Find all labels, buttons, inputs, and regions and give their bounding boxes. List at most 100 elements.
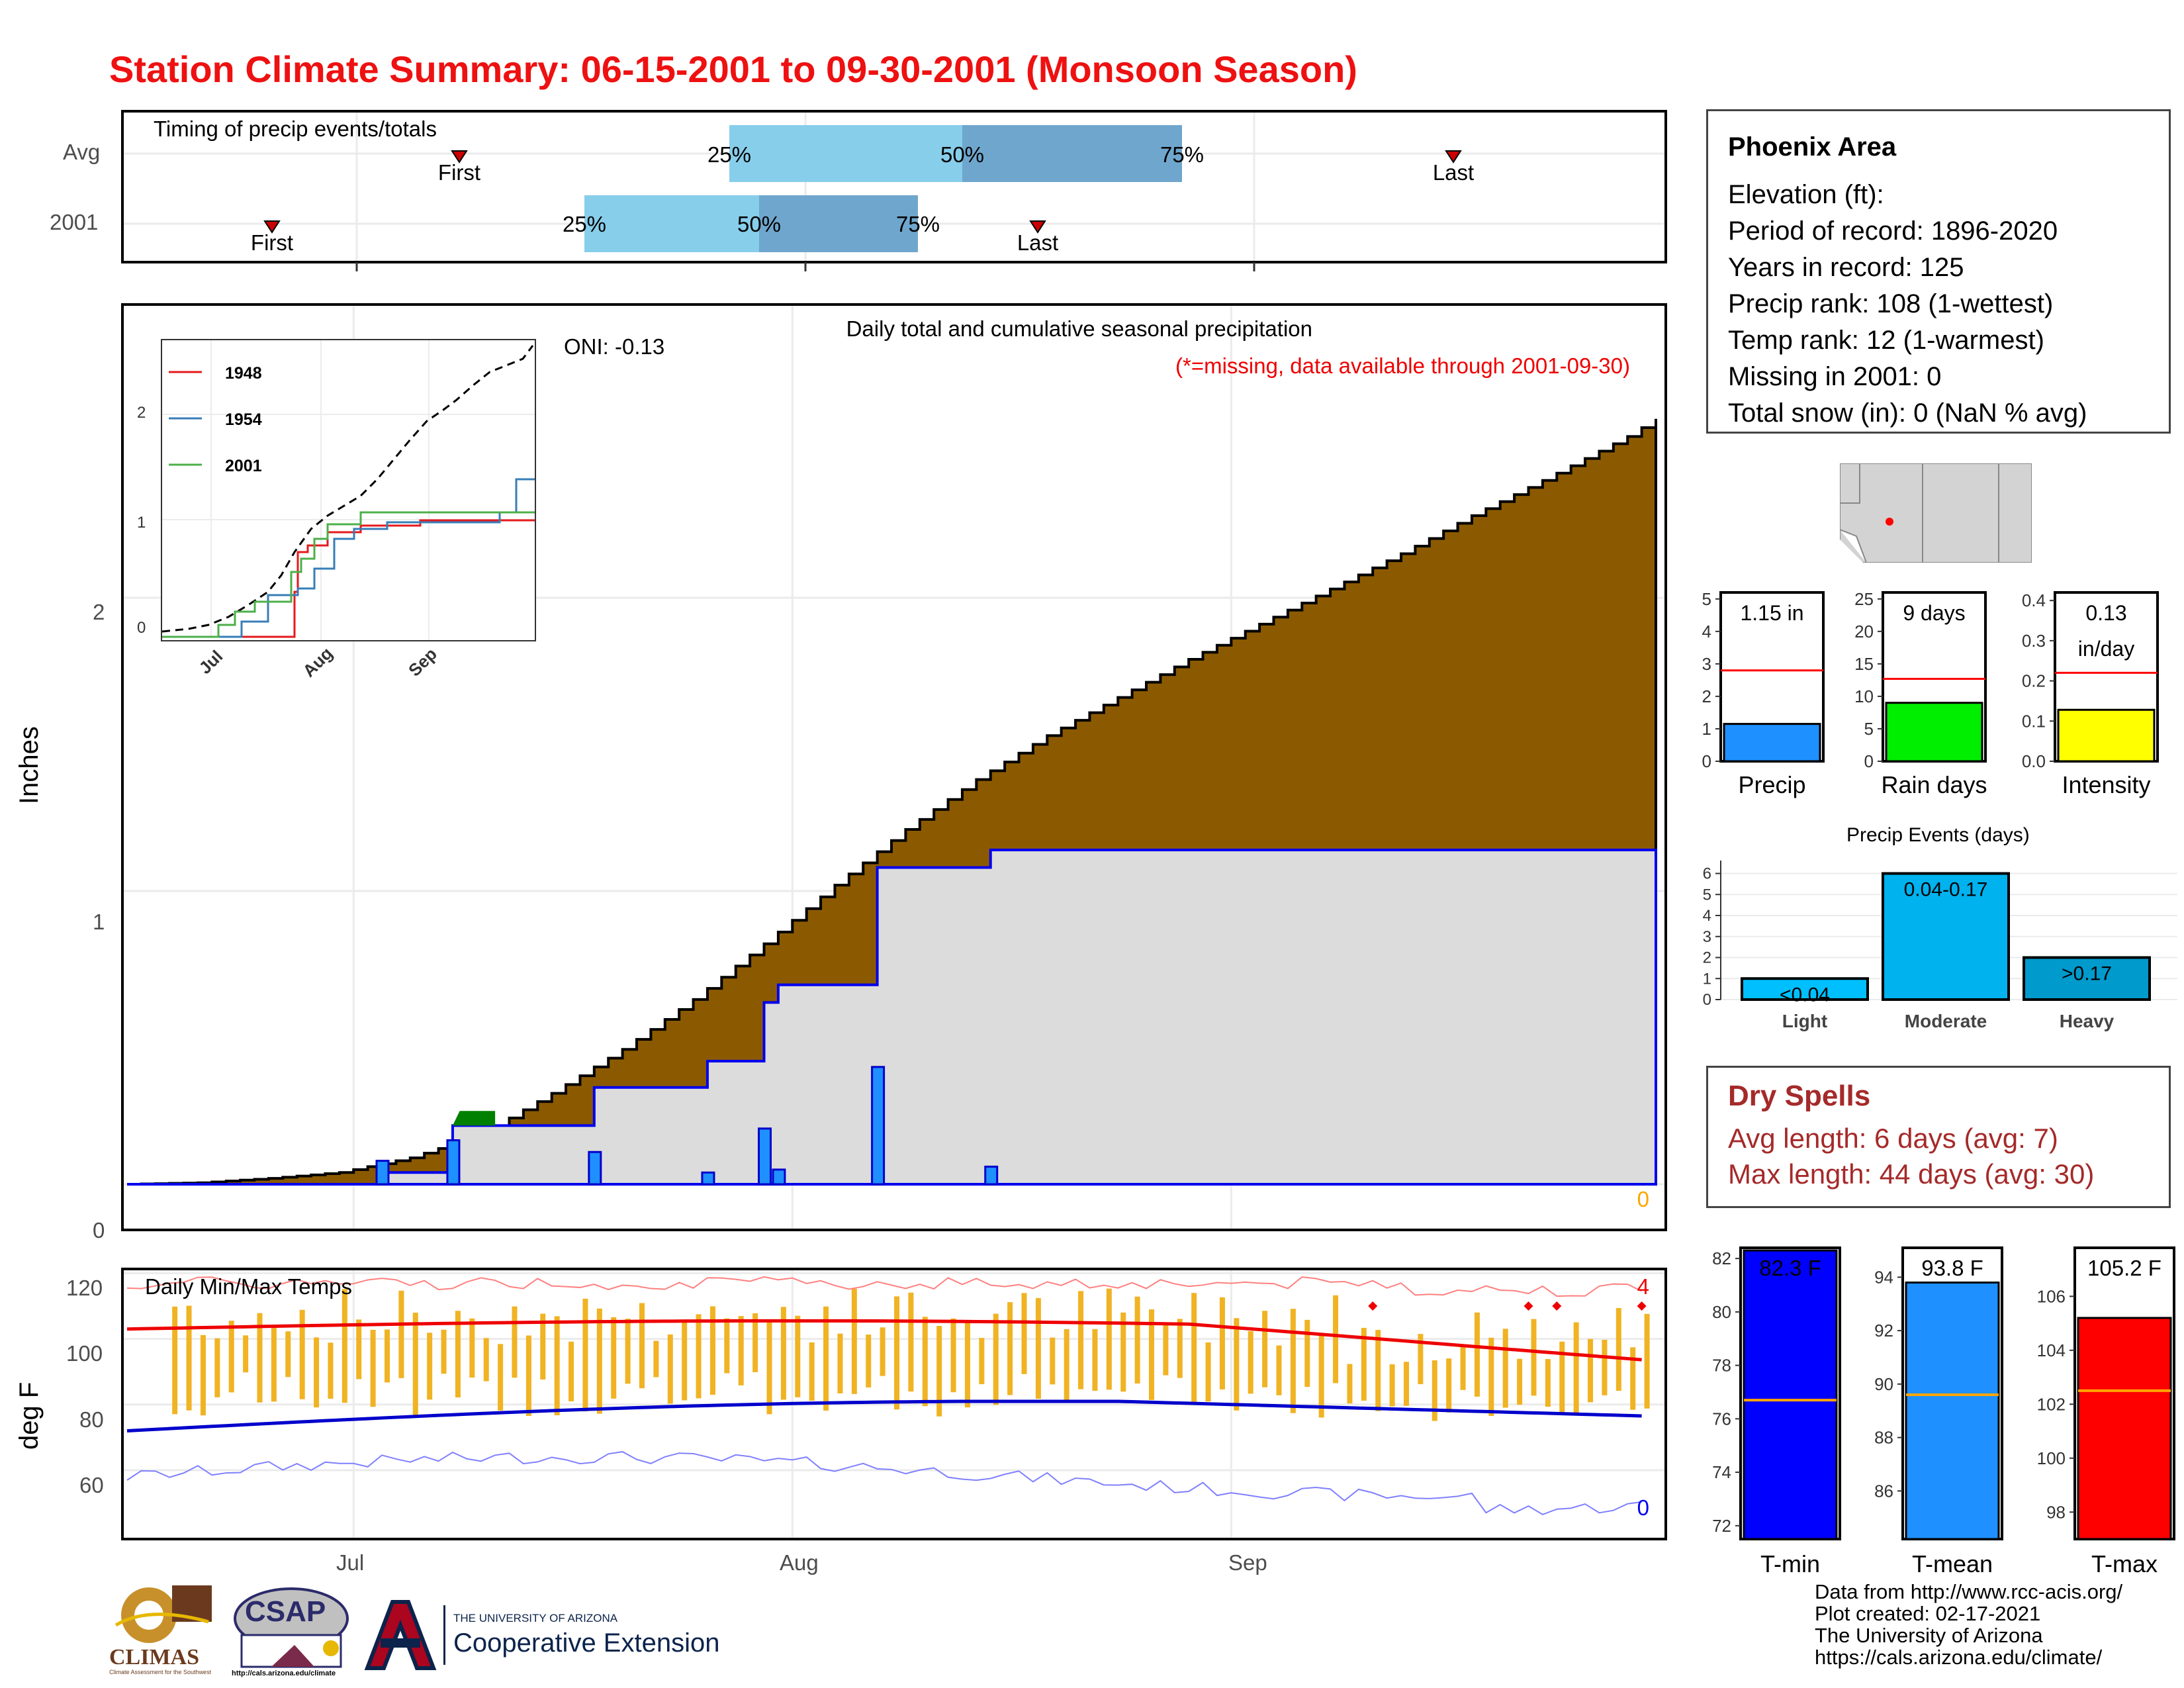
dry-spells-box: Dry Spells Avg length: 6 days (avg: 7) M… — [1706, 1066, 2171, 1208]
temp-range-bar — [1615, 1308, 1621, 1391]
temp-range-bar — [228, 1321, 234, 1393]
temp-range-bar — [1219, 1297, 1225, 1389]
precip-events-title: Precip Events (days) — [1846, 824, 2030, 846]
temp-range-bar — [525, 1335, 531, 1417]
xtick-aug: Aug — [780, 1550, 819, 1575]
events-ytick: 1 — [1703, 970, 1711, 988]
inset-ytick-0: 0 — [137, 619, 146, 637]
temp-bar-tick: 76 — [1712, 1409, 1731, 1429]
temps-panel-label: Daily Min/Max Temps — [145, 1274, 352, 1299]
average-low-line — [126, 1399, 1642, 1432]
temp-bar-tick: 80 — [1712, 1302, 1731, 1322]
temp-range-bar — [1460, 1346, 1466, 1390]
station-missing: Missing in 2001: 0 — [1728, 362, 1942, 391]
mini-bar-label: Rain days — [1881, 771, 1987, 798]
temp-range-bar — [866, 1335, 872, 1387]
mini-bar-value-text: 9 days — [1903, 601, 1965, 625]
temp-range-bar — [385, 1329, 390, 1383]
temp-range-bar — [1502, 1329, 1508, 1408]
events-ytick: 2 — [1703, 949, 1711, 967]
mini-bar-label: Intensity — [2062, 771, 2150, 798]
temp-range-bar — [1644, 1313, 1650, 1409]
temp-range-bar — [1559, 1341, 1565, 1415]
temp-bar-tick: 102 — [2037, 1394, 2066, 1414]
temp-range-bar — [412, 1313, 418, 1417]
temp-bar-tick: 90 — [1874, 1374, 1893, 1394]
temp-range-bar — [356, 1319, 362, 1380]
temp-range-bar — [1389, 1364, 1395, 1407]
temp-range-bar — [1205, 1342, 1211, 1402]
temp-range-bar — [398, 1290, 404, 1378]
temp-range-bar — [1050, 1337, 1056, 1385]
precip-ytick-2: 2 — [93, 600, 105, 624]
temp-range-bar — [1588, 1338, 1594, 1403]
avg-p50-label: 50% — [940, 142, 984, 167]
temp-range-bar — [1333, 1295, 1339, 1383]
precip-event-bar — [1882, 872, 2010, 1002]
precip-event-category: Moderate — [1905, 1011, 1987, 1031]
events-ytick: 5 — [1703, 886, 1711, 904]
temp-bar-tick: 82 — [1712, 1248, 1731, 1268]
temp-range-bar — [837, 1333, 843, 1393]
mini-bar-value — [1723, 723, 1821, 763]
events-ytick: 3 — [1703, 928, 1711, 946]
temp-range-bar — [257, 1313, 263, 1403]
temp-range-bar — [200, 1335, 206, 1416]
climas-logo: CLIMAS Climate Assessment for the Southw… — [109, 1579, 215, 1678]
temp-bar-tick: 74 — [1712, 1462, 1731, 1482]
temp-range-bar — [880, 1327, 886, 1376]
inset-ytick-1: 1 — [137, 514, 146, 532]
timing-axis-ticks — [355, 262, 1255, 271]
mini-bar-tick: 0.3 — [2022, 631, 2046, 651]
precip-caption: Daily total and cumulative seasonal prec… — [846, 316, 1312, 341]
temp-range-bar — [427, 1333, 433, 1400]
mini-bar-tick: 10 — [1854, 686, 1874, 706]
2001-p75-label: 75% — [896, 212, 940, 236]
events-ytick: 6 — [1703, 865, 1711, 883]
temp-bar-value-text: 82.3 F — [1759, 1256, 1821, 1280]
temp-range-bar — [964, 1321, 970, 1408]
temp-range-bar — [1134, 1296, 1140, 1384]
daily-total-bar — [758, 1127, 772, 1186]
temp-bar-tick: 72 — [1712, 1516, 1731, 1536]
mini-bar-tick: 20 — [1854, 622, 1874, 641]
average-high-line — [126, 1319, 1642, 1362]
temp-bar-label: T-max — [2091, 1550, 2158, 1577]
record-high-marker — [1524, 1301, 1533, 1311]
mini-bar-value-text: 0.13 — [2085, 601, 2126, 625]
temp-range-bar — [1078, 1291, 1084, 1389]
temp-bar-tick: 88 — [1874, 1428, 1893, 1448]
temp-range-bar — [795, 1315, 801, 1397]
temps-ytick-120: 120 — [66, 1276, 103, 1300]
ua-name-text: Cooperative Extension — [453, 1628, 720, 1658]
record-high-marker — [1552, 1301, 1562, 1311]
mini-bar-tick: 0 — [1864, 751, 1874, 771]
temp-range-bar — [1276, 1345, 1282, 1395]
mini-bar-value-text: in/day — [2078, 637, 2134, 661]
temp-bar-tick: 106 — [2037, 1286, 2066, 1306]
temp-range-bar — [214, 1338, 220, 1397]
temp-range-bar — [370, 1329, 376, 1407]
temp-range-bar — [328, 1342, 334, 1399]
mini-bar-value-text: 1.15 in — [1740, 601, 1803, 625]
daily-total-bar — [588, 1150, 602, 1186]
temp-range-bar — [1106, 1288, 1112, 1390]
mini-bar-tick: 0.0 — [2022, 751, 2046, 771]
temp-range-bar — [1177, 1319, 1183, 1378]
2001-p25-label: 25% — [563, 212, 606, 236]
precip-event-bar — [2023, 956, 2151, 1001]
record-low-count: 0 — [1637, 1495, 1649, 1520]
2001-last-label: Last — [1017, 230, 1058, 255]
temp-range-bar — [1630, 1347, 1636, 1410]
temp-bar-tick: 94 — [1874, 1267, 1893, 1287]
station-period: Period of record: 1896-2020 — [1728, 216, 2058, 246]
inset-line-2001 — [162, 511, 535, 638]
temp-range-bar — [1248, 1331, 1253, 1394]
temp-range-bar — [172, 1306, 178, 1415]
observed-cumulative-area — [127, 848, 1657, 1186]
station-info-box: Phoenix Area Elevation (ft): Period of r… — [1706, 109, 2171, 434]
temp-range-bar — [1234, 1318, 1240, 1411]
2001-p50-label: 50% — [737, 212, 781, 236]
temp-range-bar — [908, 1292, 914, 1392]
temps-ytick-60: 60 — [79, 1473, 104, 1497]
